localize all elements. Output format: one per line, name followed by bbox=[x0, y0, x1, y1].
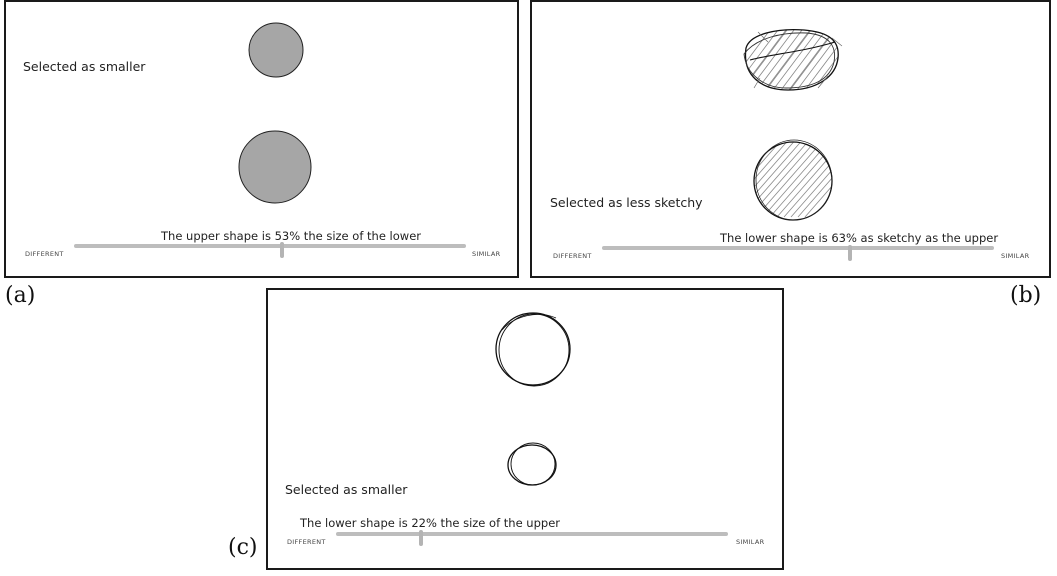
upper-shape bbox=[495, 312, 571, 387]
figure-label-b: (b) bbox=[1010, 283, 1042, 308]
shape-canvas-c bbox=[495, 312, 571, 486]
selected-label: Selected as less sketchy bbox=[550, 195, 703, 210]
shape-canvas-b bbox=[743, 28, 843, 221]
similar-label: SIMILAR bbox=[472, 250, 501, 258]
comparison-panel-c: Selected as smaller The lower shape is 2… bbox=[266, 288, 784, 570]
figure-label-a: (a) bbox=[5, 283, 36, 308]
similarity-slider-thumb[interactable] bbox=[280, 242, 284, 258]
similarity-slider-track[interactable] bbox=[74, 244, 466, 248]
different-label: DIFFERENT bbox=[25, 250, 64, 258]
lower-shape bbox=[507, 442, 557, 486]
similarity-caption: The lower shape is 22% the size of the u… bbox=[300, 516, 560, 530]
similar-label: SIMILAR bbox=[736, 538, 765, 546]
similarity-caption: The upper shape is 53% the size of the l… bbox=[161, 229, 421, 243]
similar-label: SIMILAR bbox=[1001, 252, 1030, 260]
comparison-panel-a: Selected as smaller The upper shape is 5… bbox=[4, 0, 519, 278]
similarity-slider-track[interactable] bbox=[336, 532, 728, 536]
upper-shape bbox=[248, 22, 304, 78]
lower-shape bbox=[238, 130, 312, 204]
lower-shape bbox=[753, 139, 833, 221]
different-label: DIFFERENT bbox=[287, 538, 326, 546]
shape-canvas-a bbox=[238, 22, 312, 204]
selected-label: Selected as smaller bbox=[285, 482, 408, 497]
upper-shape bbox=[743, 28, 843, 91]
selected-label: Selected as smaller bbox=[23, 59, 146, 74]
similarity-slider-track[interactable] bbox=[602, 246, 994, 250]
similarity-slider-thumb[interactable] bbox=[848, 245, 852, 261]
similarity-caption: The lower shape is 63% as sketchy as the… bbox=[720, 231, 999, 245]
different-label: DIFFERENT bbox=[553, 252, 592, 260]
figure-label-c: (c) bbox=[228, 535, 258, 560]
similarity-slider-thumb[interactable] bbox=[419, 530, 423, 546]
comparison-panel-b: Selected as less sketchy The lower shape… bbox=[530, 0, 1051, 278]
